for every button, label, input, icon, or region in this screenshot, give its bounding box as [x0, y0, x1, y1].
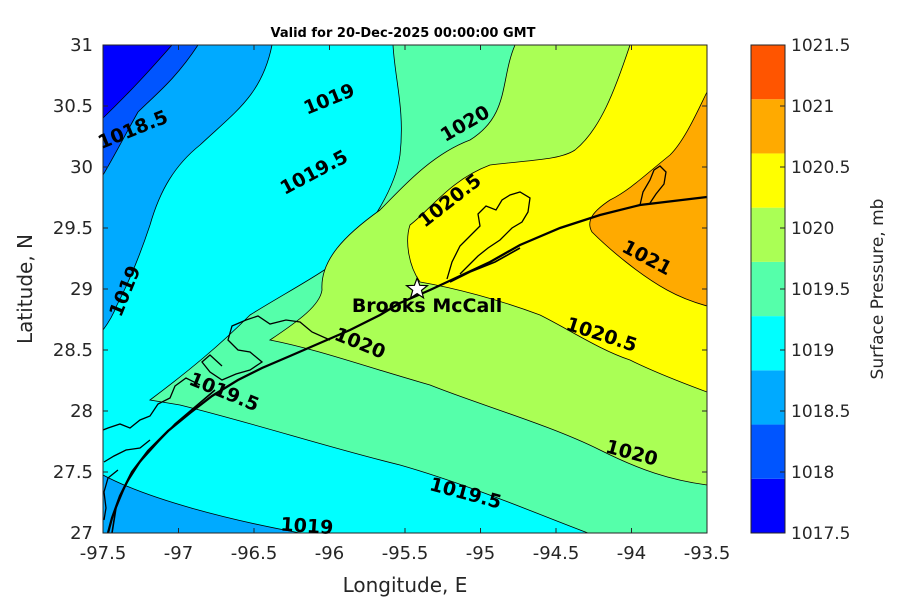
- barrier-island: [111, 247, 521, 533]
- y-tick-label: 29: [70, 279, 93, 300]
- x-tick-label: -96: [315, 543, 344, 564]
- y-tick-label: 30.5: [53, 96, 93, 117]
- colorbar-tick-label: 1018.5: [791, 402, 850, 422]
- y-axis-label: Latitude, N: [13, 234, 37, 344]
- y-tick-label: 27.5: [53, 462, 93, 483]
- y-tick-label: 29.5: [53, 218, 93, 239]
- colorbar-tick-label: 1021.5: [791, 36, 850, 56]
- colorbar-tick-label: 1020.5: [791, 158, 850, 178]
- colorbar-segment: [751, 316, 785, 371]
- x-axis-label: Longitude, E: [343, 573, 468, 597]
- y-tick-label: 28: [70, 401, 93, 422]
- chart-title: Valid for 20-Dec-2025 00:00:00 GMT: [271, 26, 536, 41]
- colorbar-label: Surface Pressure, mb: [868, 199, 888, 380]
- colorbar-tick-label: 1019: [791, 341, 834, 361]
- y-tick-label: 31: [70, 35, 93, 56]
- x-tick-label: -97: [164, 543, 193, 564]
- colorbar-tick-label: 1017.5: [791, 524, 850, 544]
- colorbar-segment: [751, 153, 785, 208]
- plot-area: [103, 45, 707, 533]
- matagorda-bay: [201, 315, 331, 381]
- station-marker: Brooks McCall: [352, 276, 502, 317]
- x-tick-label: -94.5: [533, 543, 580, 564]
- x-tick-label: -95.5: [382, 543, 429, 564]
- galveston-bay: [446, 191, 531, 280]
- y-tick-label: 30: [70, 157, 93, 178]
- y-tick-label: 28.5: [53, 340, 93, 361]
- x-axis: -97.5 -97 -96.5 -96 -95.5 -95 -94.5 -94 -93.5: [80, 45, 731, 564]
- colorbar-segment: [751, 99, 785, 154]
- y-tick-label: 27: [70, 523, 93, 544]
- y-axis: 27 27.5 28 28.5 29 29.5 30 30.5 31: [53, 35, 707, 544]
- colorbar-segment: [751, 261, 785, 317]
- colorbar-segment: [751, 424, 785, 479]
- corpus-christi-coast: [103, 377, 201, 521]
- station-label: Brooks McCall: [352, 295, 502, 317]
- colorbar-segment: [751, 478, 785, 533]
- colorbar-segment: [751, 45, 785, 100]
- colorbar-tick-label: 1021: [791, 97, 834, 117]
- colorbar: 1017.5 1018 1018.5 1019 1019.5 1020 1020.5 1021…: [750, 36, 850, 544]
- field-1017.5-band: [103, 45, 173, 119]
- x-tick-label: -94: [617, 543, 646, 564]
- colorbar-tick-label: 1019.5: [791, 280, 850, 300]
- x-tick-label: -96.5: [231, 543, 278, 564]
- contour-label: 1019: [280, 514, 334, 540]
- x-tick-label: -97.5: [80, 543, 127, 564]
- colorbar-segment: [751, 370, 785, 425]
- colorbar-tick-label: 1018: [791, 463, 834, 483]
- x-tick-label: -95: [466, 543, 495, 564]
- sabine-lake: [639, 165, 667, 206]
- station-star-icon: [404, 276, 430, 300]
- field-1018.5-band: [103, 45, 273, 331]
- field-1020.5-band: [407, 45, 707, 393]
- colorbar-segment: [751, 207, 785, 262]
- x-tick-label: -93.5: [684, 543, 731, 564]
- colorbar-tick-label: 1020: [791, 219, 834, 239]
